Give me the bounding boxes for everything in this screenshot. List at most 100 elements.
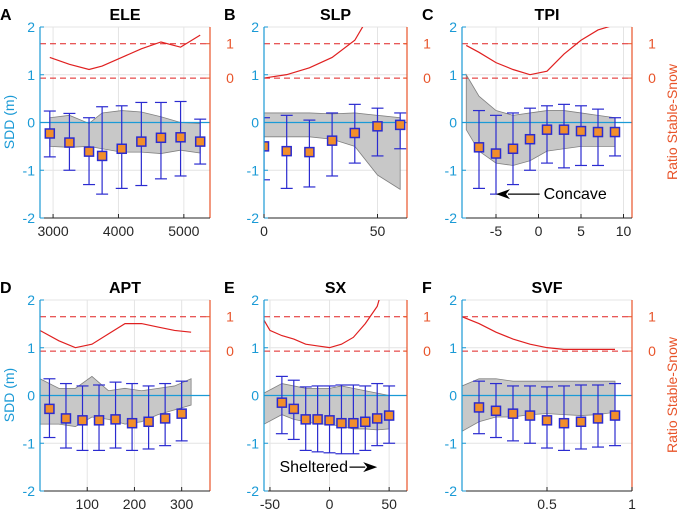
plot-area-F (462, 316, 632, 452)
x-tick-label: 4000 (103, 223, 134, 239)
ratio-tick-label: 1 (648, 36, 656, 52)
mean-marker (304, 146, 315, 158)
ratio-tick-label: 1 (423, 36, 431, 52)
mean-marker (44, 128, 56, 139)
panel-letter: D (0, 280, 12, 297)
x-tick-label: 5000 (168, 223, 199, 239)
ratio-tick-label: 1 (648, 309, 656, 325)
mean-marker (383, 410, 395, 421)
panel-title: APT (109, 280, 141, 297)
mean-marker (473, 402, 485, 413)
ratio-tick-label: 1 (226, 309, 234, 325)
mean-marker (473, 142, 485, 153)
y-axis-label-ratio: Ratio Stable-Snow (664, 336, 680, 453)
y-tick-label: 2 (251, 19, 259, 35)
mean-marker (541, 124, 553, 135)
x-tick-label: 50 (381, 496, 397, 512)
y-tick-label: 0 (449, 115, 457, 131)
plot-area-C (462, 27, 632, 195)
y-tick-label: 2 (449, 292, 457, 308)
panel-title: ELE (109, 7, 140, 24)
ratio-tick-label: 1 (423, 309, 431, 325)
annotation-text: Concave (544, 186, 607, 203)
x-tick-label: 100 (76, 496, 100, 512)
mean-marker (264, 141, 270, 152)
mean-marker (524, 133, 536, 145)
y-tick-label: -1 (23, 162, 36, 178)
mean-marker (44, 403, 55, 415)
plot-area-A (40, 34, 210, 195)
mean-marker (371, 413, 383, 424)
x-tick-label: 0.5 (537, 496, 557, 512)
mean-marker (155, 132, 167, 144)
y-tick-label: 1 (27, 67, 35, 83)
mean-marker (77, 415, 88, 426)
y-tick-label: -1 (445, 435, 458, 451)
x-tick-label: 10 (616, 223, 632, 239)
ratio-line (465, 27, 610, 76)
annotation-arrowhead (363, 462, 378, 473)
mean-marker (281, 145, 292, 157)
mean-marker (312, 414, 323, 425)
mean-marker (60, 413, 72, 424)
y-tick-label: 1 (27, 340, 35, 356)
x-tick-label: 300 (170, 496, 194, 512)
panel-D: -2 -1 0 1 2 0 1 100 200 300 APT D (0, 280, 234, 512)
ratio-tick-label: 0 (226, 343, 234, 359)
mean-marker (592, 413, 604, 424)
ratio-line (264, 300, 380, 349)
y-tick-label: -2 (445, 210, 458, 226)
mean-marker (276, 397, 288, 408)
mean-marker (524, 410, 536, 421)
annotation-text: Sheltered (279, 459, 348, 476)
y-axis-label-sdd: SDD (m) (1, 368, 17, 422)
mean-marker (194, 136, 206, 147)
y-tick-label: 2 (27, 292, 35, 308)
mean-marker (394, 119, 406, 131)
ratio-line (264, 27, 364, 79)
mean-marker (300, 414, 311, 425)
y-tick-label: -1 (247, 435, 260, 451)
panel-title: SLP (320, 7, 351, 24)
y-tick-label: 2 (251, 292, 259, 308)
y-tick-label: -2 (247, 483, 260, 499)
x-tick-label: 1 (628, 496, 636, 512)
x-tick-label: 0 (326, 496, 334, 512)
x-tick-label: -5 (490, 223, 503, 239)
y-tick-label: -2 (23, 210, 36, 226)
mean-marker (336, 417, 347, 429)
y-tick-label: 0 (449, 388, 457, 404)
y-tick-label: 1 (251, 67, 259, 83)
panel-A: -2 -1 0 1 2 0 1 3000 4000 5000 ELE A (0, 7, 234, 239)
y-tick-label: -2 (247, 210, 260, 226)
y-tick-label: 1 (251, 340, 259, 356)
panel-letter: B (224, 7, 236, 24)
y-tick-label: -1 (23, 435, 36, 451)
x-tick-label: 3000 (37, 223, 68, 239)
mean-marker (126, 417, 138, 429)
mean-marker (110, 414, 121, 425)
x-tick-label: 50 (370, 223, 386, 239)
y-tick-label: 0 (251, 388, 259, 404)
mean-marker (609, 126, 621, 138)
mean-marker (159, 413, 171, 424)
x-tick-label: 5 (577, 223, 585, 239)
mean-marker (360, 416, 371, 428)
panel-letter: F (422, 280, 432, 297)
ratio-tick-label: 0 (226, 70, 234, 86)
y-tick-label: 0 (27, 115, 35, 131)
plot-area-B (264, 27, 407, 191)
mean-marker (490, 148, 502, 159)
plot-area-E (264, 300, 407, 455)
mean-marker (558, 417, 570, 429)
ratio-line (40, 322, 192, 349)
mean-marker (348, 417, 359, 429)
x-tick-label: 0 (535, 223, 543, 239)
y-tick-label: -2 (445, 483, 458, 499)
mean-marker (175, 132, 186, 143)
mean-marker (575, 416, 587, 428)
y-axis-label-sdd: SDD (m) (1, 95, 17, 149)
ratio-tick-label: 0 (423, 70, 431, 86)
